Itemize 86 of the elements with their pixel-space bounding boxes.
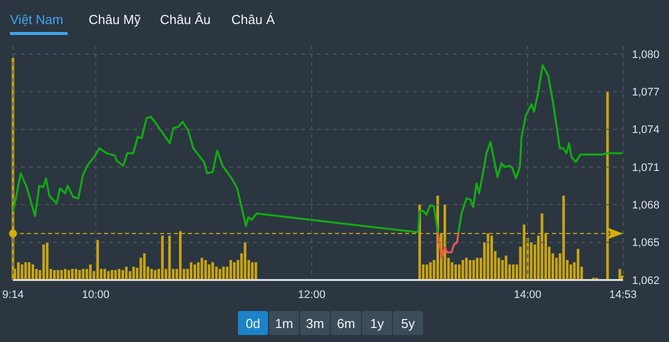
bar [218,268,222,280]
bar [576,248,580,280]
bar [232,262,236,280]
bar [504,256,508,280]
y-tick-label: 1,068 [632,200,660,212]
bar [208,264,210,280]
bar [71,268,74,280]
x-tick-label: 9:14 [2,289,24,301]
bar [197,262,200,280]
bar [450,262,454,280]
bar [56,270,60,280]
text: 5y [401,316,416,331]
bar [74,268,78,280]
bar [28,262,30,280]
bar [458,264,461,280]
y-tick-label: 1,062 [632,274,660,287]
bar [512,264,515,280]
bar [193,264,196,280]
bar [555,258,558,280]
bar [121,270,124,280]
bar [211,262,214,280]
text: 0d [246,316,260,331]
bar [254,262,258,280]
bar [118,268,121,280]
bar [82,268,84,280]
bar [17,262,20,280]
bar [429,262,432,280]
bar [32,264,34,280]
bar [78,270,81,280]
text: 3m [306,316,324,331]
text: 1y [370,316,384,331]
bar [132,266,135,280]
bar [140,258,142,280]
bar [96,240,99,280]
bar [454,264,457,280]
bar [20,264,24,280]
x-tick-label: 10:00 [82,289,110,301]
bar [150,268,153,280]
bar [46,242,48,280]
bar [143,253,146,280]
bar [35,268,38,280]
x-tick-label: 14:00 [514,289,542,301]
bar [42,244,45,280]
y-tick-label: 1,071 [632,162,660,174]
bar [60,270,63,280]
line-series [437,232,460,258]
bar [103,268,106,280]
bar [426,264,428,280]
bar [222,266,225,280]
y-tick-label: 1,077 [632,86,660,99]
bar [618,268,622,280]
bar [110,270,114,280]
text: Châu Âu [160,12,211,27]
bar [244,242,246,280]
bar [89,264,92,280]
text: 6m [336,316,356,331]
bar [462,260,464,280]
bar [154,270,156,280]
bar [24,262,27,280]
text: Việt Nam [10,12,64,27]
bar [64,268,67,280]
bar [204,260,207,280]
bar [200,258,204,280]
y-tick-label: 1,065 [632,237,660,250]
text: 1m [274,316,294,331]
bar [229,260,232,280]
bar [570,264,572,280]
bar [190,262,192,280]
y-tick-label: 1,080 [632,48,660,61]
x-tick-label: 12:00 [298,289,326,301]
bar [67,270,70,280]
text: Châu Mỹ [88,12,142,27]
bar [472,260,475,280]
y-tick-label: 1,074 [632,124,660,136]
bar [476,258,479,280]
bar [86,268,88,280]
bar [251,262,254,280]
text: Châu Á [231,12,276,27]
bar [530,242,532,280]
bar [125,266,128,280]
bar [468,260,472,280]
bar [465,258,468,280]
x-tick-label: 14:53 [609,289,637,301]
bar [107,271,110,280]
bar [53,270,56,280]
bar [114,270,117,280]
